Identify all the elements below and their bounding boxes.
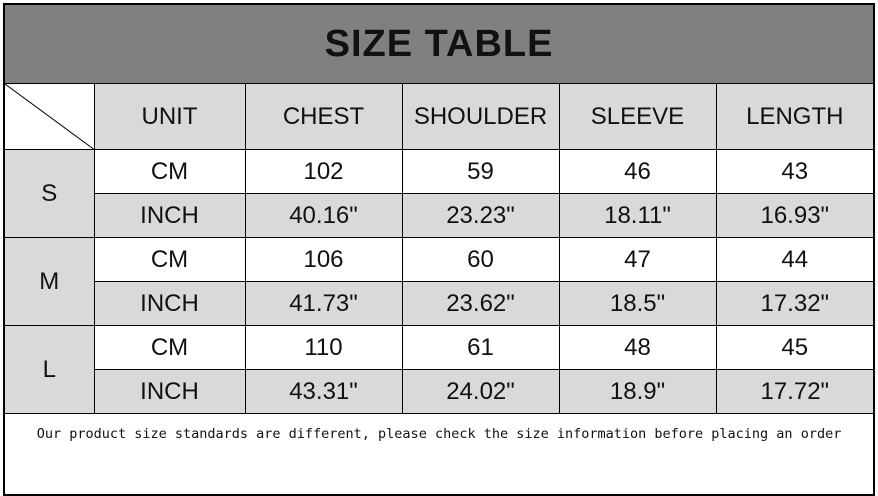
value-cell-sleeve: 18.11": [558, 193, 717, 238]
value-cell-length: 17.72": [715, 369, 875, 414]
size-label: L: [3, 325, 95, 414]
unit-cell: CM: [93, 149, 246, 194]
value-cell-chest: 43.31": [244, 369, 403, 414]
value-cell-shoulder: 23.23": [401, 193, 560, 238]
unit-cell: CM: [93, 237, 246, 282]
column-header-unit: UNIT: [93, 83, 246, 150]
value-cell-shoulder: 61: [401, 325, 560, 370]
value-cell-sleeve: 47: [558, 237, 717, 282]
value-cell-chest: 106: [244, 237, 403, 282]
value-cell-shoulder: 23.62": [401, 281, 560, 326]
header-row: UNIT CHEST SHOULDER SLEEVE LENGTH: [3, 83, 875, 150]
table-row: INCH 41.73" 23.62" 18.5" 17.32": [4, 281, 875, 326]
value-cell-chest: 102: [244, 149, 403, 194]
size-table: SIZE TABLE UNIT CHEST SHOULDER SLEEVE LENGTH…: [3, 3, 876, 496]
value-cell-sleeve: 46: [558, 149, 717, 194]
value-cell-chest: 110: [244, 325, 403, 370]
value-cell-chest: 40.16": [244, 193, 403, 238]
value-cell-shoulder: 24.02": [401, 369, 560, 414]
table-row: S CM 102 59 46 43: [3, 149, 875, 238]
unit-cell: INCH: [93, 193, 246, 238]
value-cell-shoulder: 60: [401, 237, 560, 282]
value-cell-length: 16.93": [715, 193, 875, 238]
footer-note: Our product size standards are different…: [3, 413, 875, 496]
column-header-chest: CHEST: [244, 83, 403, 150]
table-title: SIZE TABLE: [3, 3, 875, 84]
value-cell-sleeve: 48: [558, 325, 717, 370]
size-label: M: [3, 237, 95, 326]
value-cell-length: 45: [715, 325, 875, 370]
unit-cell: INCH: [93, 281, 246, 326]
value-cell-length: 17.32": [715, 281, 875, 326]
diagonal-corner-cell: [3, 83, 95, 150]
table-row: L CM 110 61 48 45: [3, 325, 875, 414]
unit-cell: CM: [93, 325, 246, 370]
table-row: INCH 40.16" 23.23" 18.11" 16.93": [4, 193, 875, 238]
column-header-length: LENGTH: [715, 83, 875, 150]
value-cell-sleeve: 18.9": [558, 369, 717, 414]
value-cell-sleeve: 18.5": [558, 281, 717, 326]
table-row: M CM 106 60 47 44: [3, 237, 875, 326]
value-cell-length: 43: [715, 149, 875, 194]
column-header-sleeve: SLEEVE: [558, 83, 717, 150]
value-cell-chest: 41.73": [244, 281, 403, 326]
table-row: INCH 43.31" 24.02" 18.9" 17.72": [4, 369, 875, 414]
value-cell-shoulder: 59: [401, 149, 560, 194]
column-header-shoulder: SHOULDER: [401, 83, 560, 150]
unit-cell: INCH: [93, 369, 246, 414]
size-label: S: [3, 149, 95, 238]
value-cell-length: 44: [715, 237, 875, 282]
